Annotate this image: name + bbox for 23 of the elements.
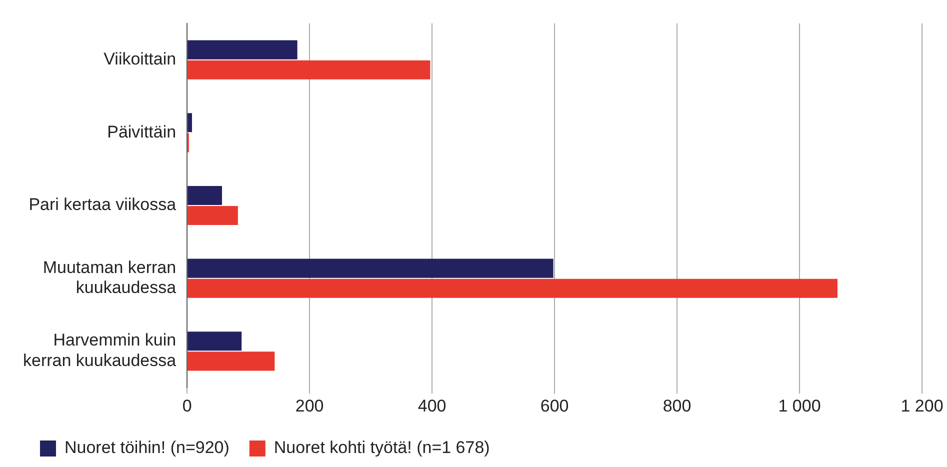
x-tick-label: 1 200 [900, 396, 944, 416]
legend-label: Nuoret kohti työtä! (n=1 678) [274, 438, 490, 458]
x-tick-label: 400 [418, 396, 446, 416]
x-tick-label: 600 [540, 396, 569, 416]
bar [188, 278, 838, 298]
bar [188, 113, 192, 132]
bar [188, 352, 275, 371]
bar [188, 186, 222, 205]
y-tick-label: Viikoittain [104, 50, 176, 69]
y-tick-label: Pari kertaa viikossa [28, 195, 177, 214]
bar [188, 332, 242, 351]
legend-label: Nuoret töihin! (n=920) [64, 438, 230, 458]
x-tick-label: 0 [182, 396, 192, 416]
y-tick-label: Harvemmin kuin kerran kuukaudessa [23, 330, 177, 370]
bar [188, 258, 554, 278]
bar [188, 206, 238, 226]
bar [188, 40, 298, 60]
bar [188, 60, 430, 80]
x-tick-label: 200 [295, 396, 324, 416]
x-tick-label: 800 [662, 396, 692, 416]
x-tick-label: 1 000 [778, 396, 821, 416]
y-tick-label: Muutaman kerran kuukaudessa [42, 258, 177, 298]
y-tick-label: Päivittäin [107, 122, 176, 142]
